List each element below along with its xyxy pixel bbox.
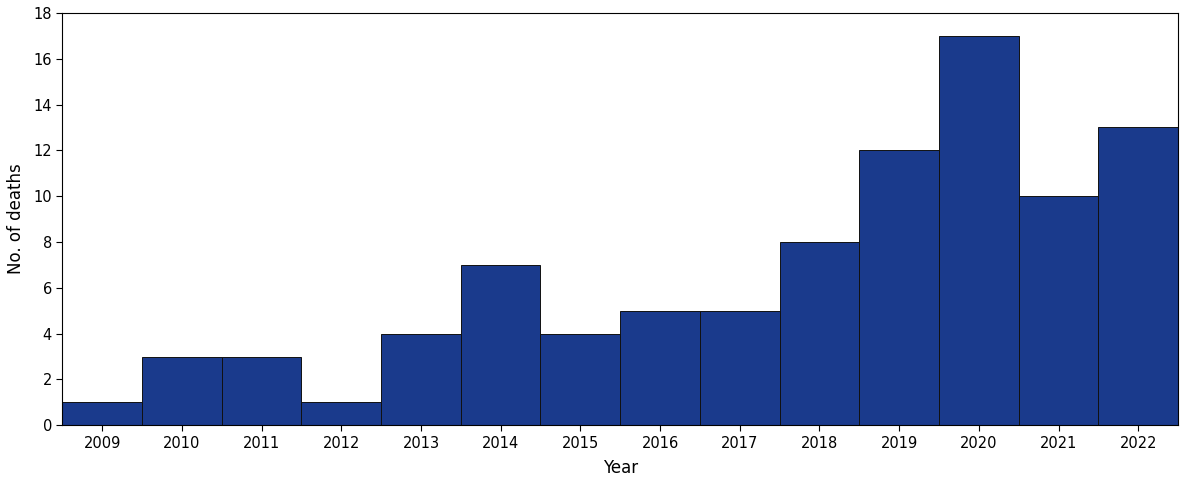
Y-axis label: No. of deaths: No. of deaths — [7, 164, 25, 274]
Bar — [382, 333, 461, 425]
Bar — [1019, 196, 1098, 425]
Bar — [142, 357, 222, 425]
Bar — [859, 151, 939, 425]
Bar — [222, 357, 301, 425]
Bar — [461, 265, 540, 425]
Bar — [1098, 127, 1178, 425]
Bar — [939, 36, 1019, 425]
X-axis label: Year: Year — [603, 459, 638, 477]
Bar — [301, 402, 382, 425]
Bar — [700, 311, 780, 425]
Bar — [780, 242, 859, 425]
Bar — [540, 333, 620, 425]
Bar — [620, 311, 700, 425]
Bar — [63, 402, 142, 425]
